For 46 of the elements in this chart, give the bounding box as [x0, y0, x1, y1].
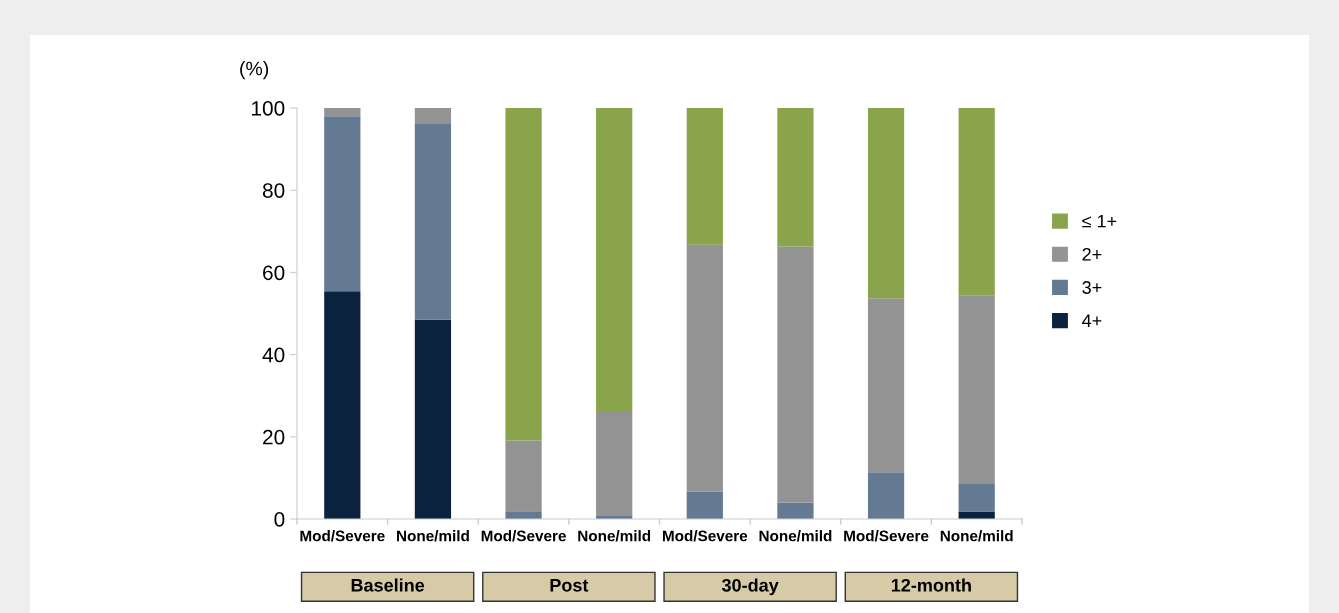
x-tick-label: Mod/Severe — [662, 530, 748, 542]
x-tick-label: Mod/Severe — [481, 530, 566, 542]
bar — [505, 511, 542, 519]
bar — [505, 440, 542, 512]
bar — [596, 410, 633, 516]
y-tick-label: 60 — [263, 265, 285, 281]
legend-label: 4+ — [1082, 314, 1102, 327]
text: Post — [550, 579, 589, 592]
bar — [958, 484, 995, 512]
legend-label: 2+ — [1082, 247, 1102, 261]
bar — [686, 244, 723, 492]
bar — [777, 502, 814, 519]
text: 30-day — [721, 578, 779, 596]
legend-label: ≤ 1+ — [1082, 214, 1117, 228]
bar — [414, 108, 452, 125]
bar — [686, 491, 723, 519]
bar — [324, 108, 361, 117]
y-tick-label: 20 — [263, 429, 285, 445]
text: Baseline — [351, 578, 425, 592]
bar — [596, 108, 633, 411]
y-axis-title: (%) — [240, 61, 269, 80]
y-tick-label: 80 — [262, 183, 285, 198]
bar — [324, 291, 361, 519]
bar — [324, 116, 361, 292]
bar — [414, 319, 452, 519]
x-tick-label: None/mild — [397, 530, 469, 542]
bar — [958, 108, 995, 296]
y-tick-label: 40 — [262, 347, 285, 363]
x-tick-label: None/mild — [759, 530, 832, 542]
x-tick-label: Mod/Severe — [300, 530, 385, 542]
legend-label: 3+ — [1082, 281, 1102, 294]
x-tick-label: None/mild — [578, 530, 651, 542]
bar — [505, 108, 542, 441]
x-tick-label: None/mild — [940, 530, 1013, 542]
bar — [958, 295, 995, 485]
bar — [867, 108, 905, 299]
bar — [777, 246, 814, 503]
bar — [867, 472, 905, 519]
bar — [414, 124, 452, 320]
bar — [867, 298, 905, 473]
text: 12-month — [891, 578, 971, 592]
bar — [777, 108, 814, 247]
y-tick-label: 100 — [252, 101, 285, 116]
bar — [686, 108, 723, 245]
y-tick-label: 0 — [274, 512, 285, 527]
x-tick-label: Mod/Severe — [844, 530, 929, 542]
